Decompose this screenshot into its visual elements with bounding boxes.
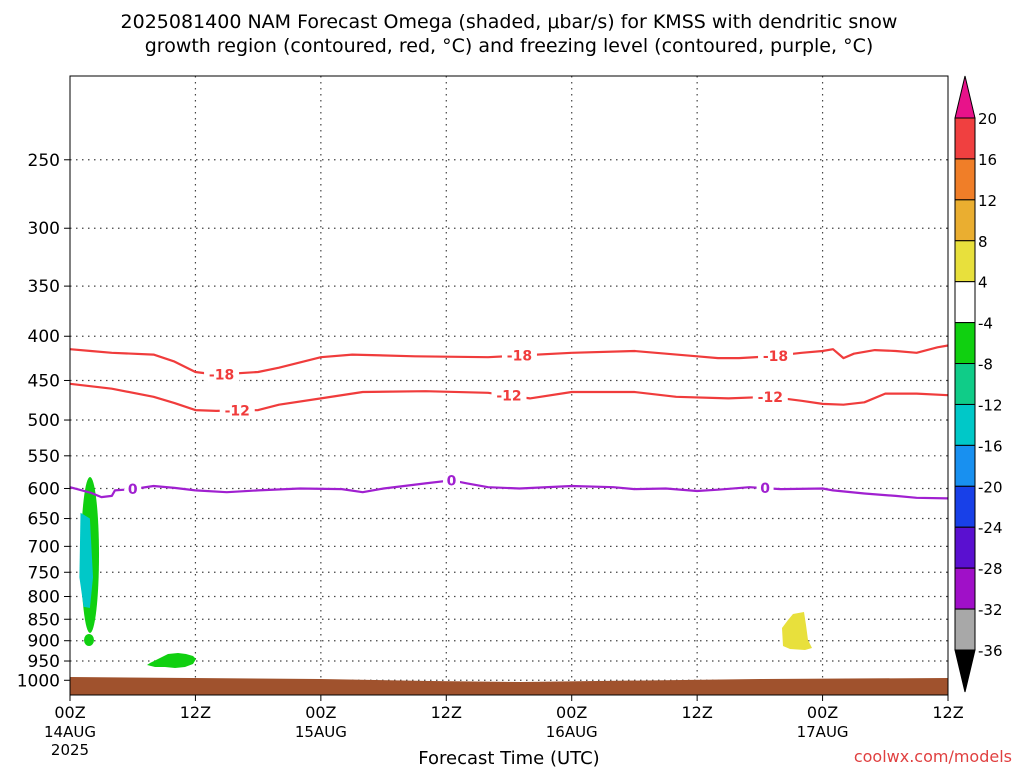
contour-label-background	[219, 402, 255, 419]
contour-label-background	[124, 481, 142, 498]
contour-label: -12	[225, 404, 250, 420]
x-tick-label-time: 12Z	[431, 703, 462, 722]
colorbar-tick-label: 8	[978, 233, 988, 251]
contour-label-background	[204, 366, 240, 383]
colorbar-tick-label: 12	[978, 192, 997, 210]
colorbar-top-arrow	[954, 75, 976, 119]
colorbar-swatch	[954, 363, 976, 405]
contour-label: 0	[760, 481, 770, 497]
colorbar-swatch	[954, 526, 976, 569]
credit-text: coolwx.com/models	[854, 747, 1012, 766]
contour-label: 0	[128, 482, 138, 498]
x-tick-label-time: 00Z	[54, 703, 85, 722]
colorbar-swatch	[954, 444, 976, 487]
colorbar-tick-label: 4	[978, 274, 988, 292]
x-tick-label-year: 2025	[51, 741, 89, 759]
contour-label: 0	[447, 473, 457, 489]
colorbar-bottom-arrow	[954, 649, 976, 693]
x-tick-label-time: 12Z	[932, 703, 963, 722]
omega-region-rising-low	[147, 653, 196, 668]
contour-label: -12	[496, 389, 521, 405]
contour-label-background	[758, 347, 794, 364]
contour-label: -12	[758, 390, 783, 406]
pressure-axis: 2503003504004505005506006507007508008509…	[17, 151, 70, 691]
contour-line	[69, 479, 949, 500]
y-tick-label: 650	[28, 510, 60, 530]
y-tick-label: 850	[28, 610, 60, 630]
colorbar-tick-label: -24	[978, 519, 1003, 537]
contour-label-background	[756, 480, 774, 497]
colorbar-swatch	[954, 117, 976, 160]
x-tick-label-date: 16AUG	[546, 723, 598, 741]
x-tick-label-date: 17AUG	[797, 723, 849, 741]
x-tick-label-time: 00Z	[807, 703, 838, 722]
y-tick-label: 250	[28, 151, 60, 171]
contour-line	[69, 382, 949, 412]
y-tick-label: 350	[28, 277, 60, 297]
colorbar-swatch	[954, 322, 976, 365]
colorbar-tick-label: -28	[978, 560, 1003, 578]
contour-label-background	[491, 387, 527, 404]
temperature-contours: -18 -18 -18 -12 -12 -12 0 0 0	[69, 344, 949, 500]
chart-title-line-1: 2025081400 NAM Forecast Omega (shaded, μ…	[121, 11, 898, 33]
y-tick-label: 400	[28, 327, 60, 347]
colorbar-tick-label: -8	[978, 356, 993, 374]
y-tick-label: 300	[28, 219, 60, 239]
x-tick-label-time: 00Z	[305, 703, 336, 722]
contour-label: -18	[507, 349, 532, 365]
omega-colorbar: 20 16 12 8 4 -4 -8 -12 -16 -20 -24 -28 -32 -36	[954, 75, 1003, 693]
x-tick-label-time: 00Z	[556, 703, 587, 722]
plot-frame	[69, 75, 949, 696]
colorbar-swatch	[954, 158, 976, 201]
contour-label: -18	[763, 349, 788, 365]
colorbar-swatch	[954, 240, 976, 283]
omega-region-rising-early-lower	[84, 634, 94, 646]
y-tick-label: 900	[28, 632, 60, 652]
y-tick-label: 600	[28, 479, 60, 499]
x-tick-label-date: 14AUG	[44, 723, 96, 741]
x-axis-label: Forecast Time (UTC)	[418, 748, 599, 768]
y-tick-label: 450	[28, 371, 60, 391]
colorbar-tick-label: -4	[978, 315, 993, 333]
x-tick-label-date: 15AUG	[295, 723, 347, 741]
colorbar-swatch	[954, 403, 976, 446]
y-tick-label: 500	[28, 411, 60, 431]
grid-lines	[70, 76, 948, 695]
omega-shading	[79, 477, 812, 668]
chart-title-line-2: growth region (contoured, red, °C) and f…	[145, 35, 874, 57]
y-tick-label: 700	[28, 537, 60, 557]
colorbar-swatch	[954, 567, 976, 610]
contour-label-background	[501, 347, 537, 364]
colorbar-tick-label: -16	[978, 437, 1003, 455]
terrain-fill	[70, 677, 948, 695]
y-tick-label: 750	[28, 563, 60, 583]
omega-region-sinking-late	[782, 612, 812, 650]
y-tick-label: 800	[28, 587, 60, 607]
contour-line	[69, 344, 949, 376]
colorbar-tick-label: -20	[978, 478, 1003, 496]
contour-label-background	[752, 388, 788, 405]
colorbar-tick-label: 16	[978, 151, 997, 169]
colorbar-tick-label: -32	[978, 601, 1003, 619]
colorbar-swatch	[954, 199, 976, 242]
y-tick-label: 950	[28, 652, 60, 672]
colorbar-swatch	[954, 281, 976, 324]
colorbar-tick-label: -12	[978, 396, 1003, 414]
contour-label-background	[443, 472, 461, 489]
omega-shaded-region	[79, 512, 93, 608]
y-tick-label: 550	[28, 447, 60, 467]
x-tick-label-time: 12Z	[681, 703, 712, 722]
colorbar-tick-label: 20	[978, 110, 997, 128]
y-tick-label: 1000	[17, 671, 60, 691]
colorbar-tick-label: -36	[978, 642, 1003, 660]
contour-label: -18	[209, 367, 234, 383]
colorbar-swatch	[954, 485, 976, 528]
colorbar-swatch	[954, 608, 976, 651]
x-tick-label-time: 12Z	[180, 703, 211, 722]
